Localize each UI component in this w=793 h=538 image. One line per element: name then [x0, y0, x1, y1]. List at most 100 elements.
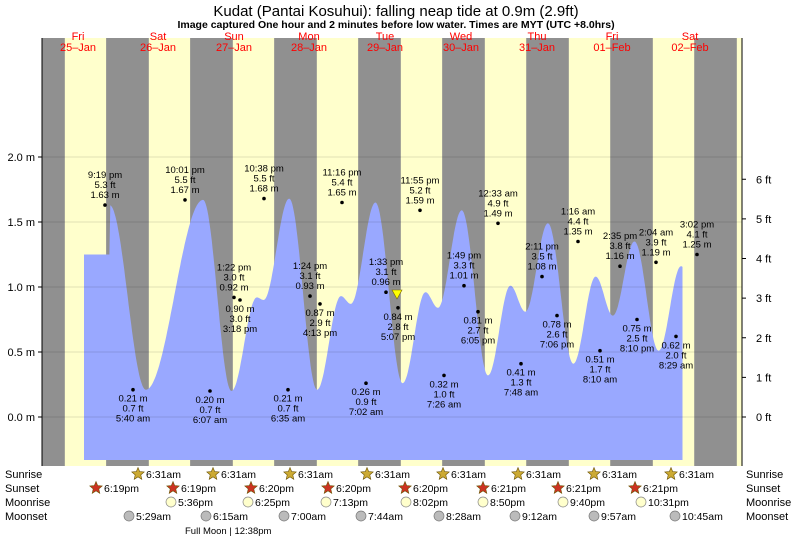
moonrise-time: 8:50pm — [490, 497, 525, 509]
moonset-time: 7:44am — [368, 511, 403, 523]
tide-point — [262, 196, 266, 201]
day-date: 29–Jan — [367, 42, 403, 54]
tide-ft-label: 3.5 ft — [531, 252, 552, 263]
moonrise-icon — [557, 496, 569, 508]
moonset-icon — [200, 510, 212, 522]
tide-ft-label: 3.1 ft — [299, 271, 320, 282]
sunset-icon — [476, 480, 490, 494]
tide-point — [654, 260, 658, 265]
moonset-time: 5:29am — [136, 511, 171, 523]
day-name: Fri — [72, 31, 85, 43]
moonset-label-right: Moonset — [746, 511, 788, 523]
moonrise-time: 5:36pm — [178, 497, 213, 509]
moonrise-icon — [400, 496, 412, 508]
tide-time-label: 8:29 am — [659, 360, 693, 371]
tide-point — [232, 295, 236, 300]
sunset-label-right: Sunset — [746, 483, 780, 495]
sunrise-time: 6:31am — [602, 469, 637, 481]
sunrise-icon — [131, 466, 145, 480]
sunset-time: 6:19pm — [104, 483, 139, 495]
tide-point — [598, 348, 602, 353]
tide-ft-label: 4.1 ft — [686, 230, 707, 241]
tide-time-label: 5:40 am — [116, 414, 150, 425]
day-headers: Fri25–JanSat26–JanSun27–JanMon28–JanTue2… — [60, 31, 709, 54]
sunrise-time: 6:31am — [451, 469, 486, 481]
tide-time-label: 5:07 pm — [381, 332, 415, 343]
tide-height-label: 0.93 m — [295, 281, 324, 292]
tide-time-label: 7:26 am — [427, 399, 461, 410]
moonset-icon — [278, 510, 290, 522]
tide-time-label: 11:55 pm — [401, 175, 440, 186]
tide-point — [340, 200, 344, 205]
tide-time-label: 2:04 am — [639, 227, 673, 238]
tide-height-label: 0.41 m — [506, 368, 535, 379]
y-tick-label-ft: 1 ft — [756, 372, 771, 384]
y-tick-label-m: 1.5 m — [7, 217, 35, 229]
moonrise-time: 8:02pm — [413, 497, 448, 509]
sunrise-time: 6:31am — [146, 469, 181, 481]
tide-point — [540, 274, 544, 279]
sunset-icon — [166, 480, 180, 494]
day-date: 01–Feb — [593, 42, 630, 54]
tide-height-label: 0.90 m — [225, 304, 254, 315]
tide-point — [442, 373, 446, 378]
sunset-icon — [551, 480, 565, 494]
tide-time-label: 3:18 pm — [223, 324, 257, 335]
tide-point — [318, 302, 322, 306]
moonset-label-left: Moonset — [5, 511, 47, 523]
sunrise-icon — [587, 466, 601, 480]
tide-height-label: 1.68 m — [249, 184, 278, 195]
horizontal-grid — [42, 156, 742, 418]
tide-ft-label: 5.5 ft — [174, 175, 195, 186]
tide-height-label: 1.67 m — [170, 185, 199, 196]
tide-ft-label: 5.2 ft — [409, 185, 430, 196]
y-tick-label-ft: 0 ft — [756, 412, 771, 424]
y-tick-label-m: 0.5 m — [7, 347, 35, 359]
moonset-time: 7:00am — [291, 511, 326, 523]
tide-time-label: 10:38 pm — [244, 164, 284, 175]
day-date: 30–Jan — [443, 42, 479, 54]
tide-time-label: 6:05 pm — [461, 336, 495, 347]
sunrise-time: 6:31am — [526, 469, 561, 481]
tide-height-label: 0.26 m — [351, 387, 380, 398]
tide-height-label: 0.81 m — [463, 316, 492, 327]
sunrise-time: 6:31am — [221, 469, 256, 481]
sunset-icon — [244, 480, 258, 494]
chart-subtitle: Image captured One hour and 2 minutes be… — [177, 19, 614, 31]
tide-time-label: 1:22 pm — [217, 262, 251, 273]
y-tick-label-ft: 2 ft — [756, 333, 771, 345]
tide-point — [384, 290, 388, 295]
tide-height-label: 1.01 m — [449, 271, 478, 282]
tide-ft-label: 2.6 ft — [546, 330, 567, 341]
tide-height-label: 0.62 m — [661, 340, 690, 351]
day-name: Sat — [682, 31, 699, 43]
tide-height-label: 0.87 m — [305, 308, 334, 319]
tide-time-label: 2:11 pm — [525, 242, 559, 253]
day-date: 27–Jan — [216, 42, 252, 54]
tide-height-label: 0.21 m — [118, 394, 147, 405]
tide-height-label: 0.96 m — [371, 277, 400, 288]
tide-ft-label: 5.3 ft — [94, 180, 115, 191]
moonrise-icon — [477, 496, 489, 508]
moonrise-time: 7:13pm — [333, 497, 368, 509]
day-date: 25–Jan — [60, 42, 96, 54]
night-band — [42, 38, 65, 466]
tide-point — [695, 252, 699, 257]
y-tick-label-ft: 6 ft — [756, 174, 771, 186]
day-date: 26–Jan — [140, 42, 176, 54]
tide-ft-label: 3.0 ft — [223, 272, 244, 283]
tide-point — [555, 313, 559, 318]
tide-ft-label: 1.7 ft — [589, 365, 610, 376]
tide-ft-label: 3.0 ft — [229, 314, 250, 325]
tide-ft-label: 2.0 ft — [665, 350, 686, 361]
tide-point — [618, 264, 622, 269]
tide-time-label: 8:10 pm — [620, 344, 654, 355]
tide-height-label: 0.21 m — [273, 394, 302, 405]
night-band — [694, 38, 737, 466]
tide-time-label: 7:06 pm — [540, 340, 574, 351]
y-tick-label-ft: 4 ft — [756, 254, 771, 266]
day-name: Mon — [298, 31, 319, 43]
tide-annotations: 9:19 pm5.3 ft1.63 m0.21 m0.7 ft5:40 am10… — [88, 164, 714, 426]
tide-point — [462, 283, 466, 288]
